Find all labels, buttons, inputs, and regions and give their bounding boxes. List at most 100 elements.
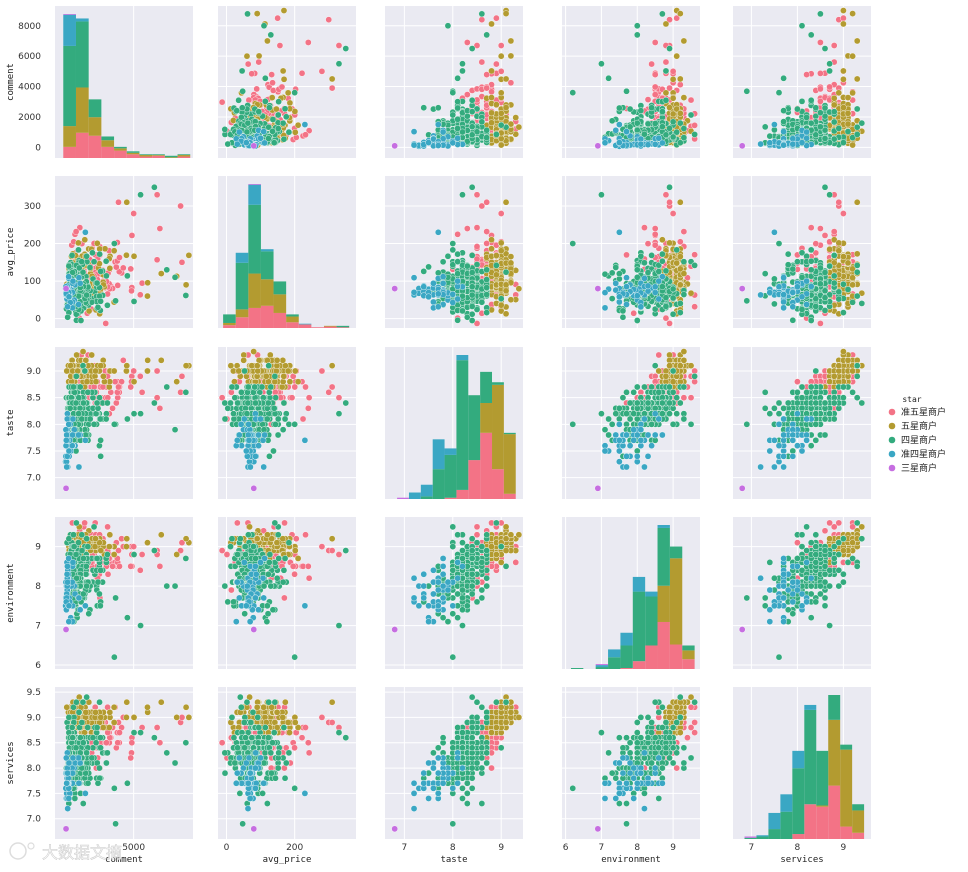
- scatter-point: [454, 104, 461, 112]
- scatter-point: [425, 139, 432, 146]
- panel-taste-vs-comment: [55, 347, 193, 499]
- scatter-point: [86, 264, 94, 271]
- scatter-point: [633, 317, 641, 324]
- scatter-point: [342, 45, 350, 52]
- scatter-point: [794, 105, 801, 113]
- hist-bar: [286, 322, 299, 328]
- scatter-point: [224, 140, 232, 148]
- scatter-point: [821, 104, 829, 112]
- hist-bar: [126, 152, 140, 155]
- scatter-point: [633, 22, 641, 30]
- scatter-point: [410, 128, 418, 135]
- scatter-point: [76, 383, 84, 391]
- scatter-point: [775, 89, 783, 96]
- scatter-point: [248, 70, 256, 78]
- scatter-point: [616, 293, 623, 301]
- scatter-point: [849, 89, 856, 97]
- scatter-point: [669, 133, 677, 141]
- scatter-point: [659, 250, 666, 258]
- y-tick-label: 2000: [18, 113, 41, 123]
- scatter-point: [821, 232, 829, 239]
- scatter-point: [171, 274, 179, 281]
- hist-bar: [336, 325, 350, 328]
- scatter-point: [279, 119, 287, 127]
- scatter-point: [82, 228, 89, 236]
- scatter-point: [483, 31, 490, 39]
- hist-bar: [273, 281, 287, 295]
- hist-bar: [139, 156, 153, 158]
- scatter-point: [269, 79, 276, 87]
- scatter-point: [601, 139, 609, 147]
- scatter-point: [659, 108, 666, 115]
- scatter-point: [493, 101, 500, 108]
- scatter-point: [137, 191, 144, 199]
- scatter-point: [775, 240, 783, 247]
- scatter-point: [73, 373, 80, 380]
- scatter-point: [662, 96, 670, 104]
- scatter-point: [75, 431, 82, 439]
- scatter-point: [662, 314, 670, 322]
- scatter-point: [280, 76, 288, 83]
- hist-bar: [126, 154, 140, 158]
- scatter-point: [655, 277, 663, 285]
- hist-bar: [63, 146, 76, 158]
- scatter-point: [507, 296, 515, 304]
- hist-bar: [139, 154, 153, 156]
- hist-bar: [248, 184, 261, 205]
- y-tick-label: 8.0: [27, 420, 42, 430]
- scatter-point: [676, 10, 684, 17]
- scatter-point: [304, 39, 312, 46]
- scatter-point: [97, 268, 104, 275]
- scatter-point: [497, 110, 505, 117]
- scatter-point: [830, 252, 838, 259]
- scatter-point: [669, 285, 677, 293]
- hist-bar: [164, 157, 178, 158]
- hist-bar: [260, 305, 274, 328]
- scatter-point: [391, 285, 398, 292]
- scatter-point: [738, 142, 746, 150]
- scatter-point: [666, 104, 673, 111]
- scatter-point: [821, 307, 829, 314]
- scatter-point: [662, 131, 670, 139]
- scatter-point: [497, 301, 505, 309]
- scatter-point: [116, 254, 123, 261]
- scatter-point: [81, 236, 89, 244]
- scatter-point: [123, 251, 130, 259]
- hist-bar: [75, 87, 89, 133]
- scatter-point: [449, 246, 457, 254]
- scatter-point: [666, 239, 673, 247]
- scatter-point: [623, 274, 630, 281]
- scatter-point: [439, 258, 447, 266]
- y-tick-label: 0: [35, 143, 41, 153]
- y-tick-label: 100: [24, 277, 41, 287]
- hist-bar: [114, 148, 127, 151]
- scatter-point: [780, 74, 787, 82]
- scatter-point: [96, 250, 103, 258]
- scatter-point: [93, 399, 101, 407]
- scatter-point: [680, 125, 688, 132]
- scatter-point: [803, 128, 810, 136]
- scatter-point: [673, 52, 681, 60]
- scatter-point: [102, 320, 110, 327]
- scatter-point: [853, 75, 861, 83]
- scatter-point: [616, 104, 623, 112]
- scatter-point: [651, 283, 659, 291]
- scatter-point: [473, 243, 481, 250]
- scatter-point: [840, 7, 847, 14]
- y-tick-label: 4000: [18, 83, 41, 93]
- scatter-point: [651, 241, 659, 249]
- scatter-point: [468, 131, 476, 139]
- scatter-point: [106, 265, 114, 272]
- scatter-point: [761, 123, 769, 131]
- scatter-point: [119, 357, 127, 364]
- scatter-point: [83, 252, 90, 260]
- panel-avg_price-vs-taste: [385, 176, 523, 328]
- scatter-point: [502, 268, 510, 276]
- scatter-point: [812, 303, 820, 310]
- scatter-point: [676, 300, 684, 307]
- scatter-point: [608, 117, 616, 125]
- scatter-point: [651, 141, 659, 148]
- scatter-point: [648, 104, 655, 112]
- scatter-point: [666, 124, 673, 132]
- scatter-point: [826, 67, 833, 75]
